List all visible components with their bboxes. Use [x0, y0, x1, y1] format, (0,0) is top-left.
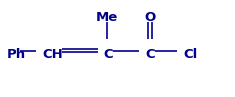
Text: C: C: [103, 48, 113, 61]
Text: Me: Me: [96, 11, 118, 24]
Text: CH: CH: [42, 48, 63, 61]
Text: C: C: [146, 48, 155, 61]
Text: O: O: [145, 11, 156, 24]
Text: Ph: Ph: [7, 48, 26, 61]
Text: Cl: Cl: [183, 48, 198, 61]
